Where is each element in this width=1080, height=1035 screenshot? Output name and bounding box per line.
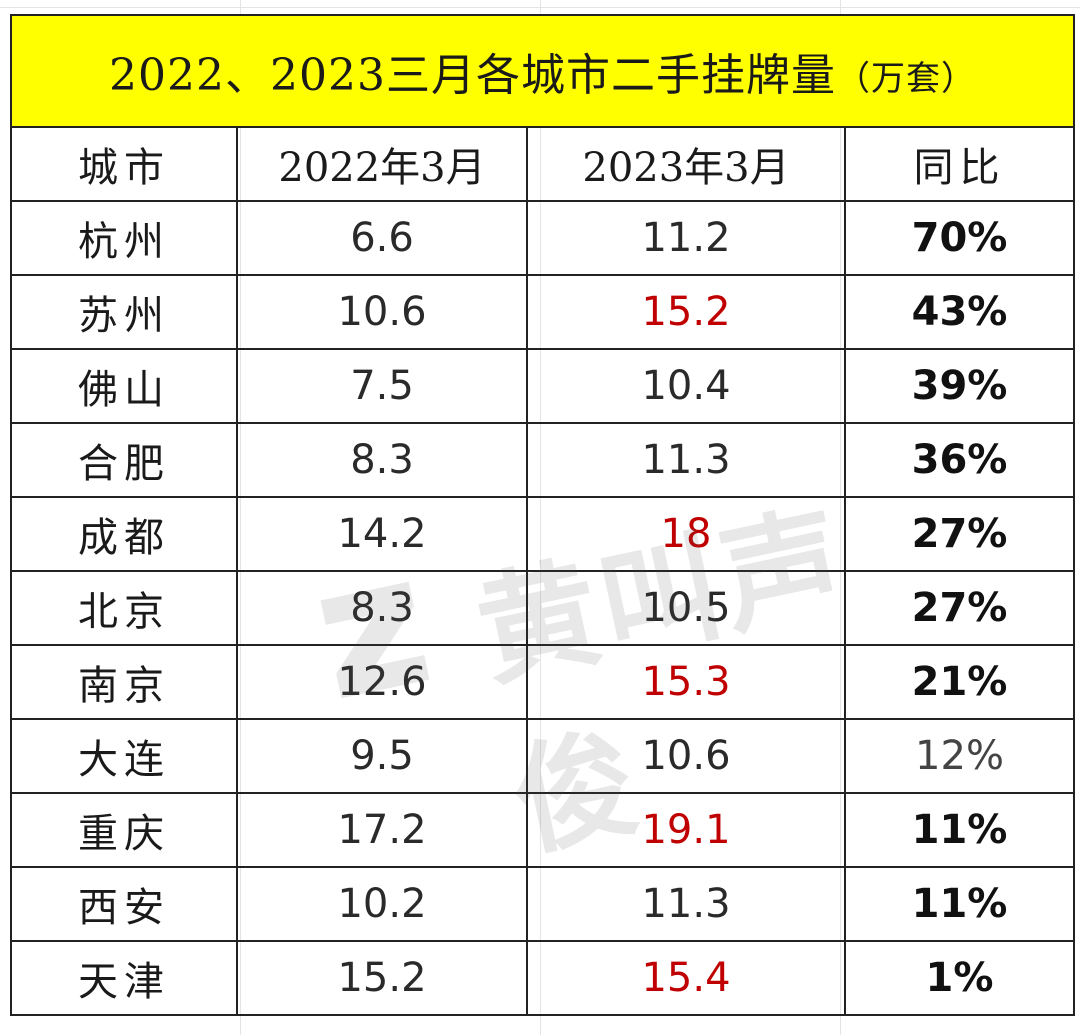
city-cell: 南京 — [10, 644, 238, 720]
table-row: 合肥 8.3 11.3 36% — [10, 422, 1076, 498]
city-cell: 成都 — [10, 496, 238, 572]
value-2023-cell: 10.6 — [526, 718, 846, 794]
city-cell: 佛山 — [10, 348, 238, 424]
value-2022-cell: 10.2 — [236, 866, 528, 942]
table-row: 重庆 17.2 19.1 11% — [10, 792, 1076, 868]
yoy-cell: 39% — [843, 348, 1076, 424]
header-city: 城市 — [10, 126, 238, 202]
city-cell: 天津 — [10, 940, 238, 1016]
listing-table: 2022、2023三月各城市二手挂牌量（万套） 城市 2022年3月 2023年… — [9, 14, 1076, 1016]
table-title: 2022、2023三月各城市二手挂牌量（万套） — [9, 14, 1076, 128]
value-2023-cell: 10.5 — [526, 570, 846, 646]
value-2022-cell: 17.2 — [236, 792, 528, 868]
table-row: 南京 12.6 15.3 21% — [10, 644, 1076, 720]
yoy-cell: 43% — [843, 274, 1076, 350]
value-2022-cell: 12.6 — [236, 644, 528, 720]
yoy-cell: 36% — [843, 422, 1076, 498]
value-2023-cell: 15.4 — [526, 940, 846, 1016]
city-cell: 杭州 — [10, 200, 238, 276]
city-cell: 北京 — [10, 570, 238, 646]
header-2023: 2023年3月 — [526, 126, 846, 202]
table-row: 北京 8.3 10.5 27% — [10, 570, 1076, 646]
yoy-cell: 11% — [843, 792, 1076, 868]
yoy-cell: 27% — [843, 570, 1076, 646]
sheet-gridline — [0, 7, 1080, 8]
value-2023-cell: 19.1 — [526, 792, 846, 868]
value-2023-cell: 15.2 — [526, 274, 846, 350]
value-2023-cell: 10.4 — [526, 348, 846, 424]
value-2022-cell: 15.2 — [236, 940, 528, 1016]
value-2022-cell: 6.6 — [236, 200, 528, 276]
value-2022-cell: 7.5 — [236, 348, 528, 424]
city-cell: 苏州 — [10, 274, 238, 350]
table-row: 大连 9.5 10.6 12% — [10, 718, 1076, 794]
title-unit: （万套） — [835, 59, 976, 99]
header-yoy: 同比 — [843, 126, 1076, 202]
table-row: 西安 10.2 11.3 11% — [10, 866, 1076, 942]
city-cell: 合肥 — [10, 422, 238, 498]
table-row: 杭州 6.6 11.2 70% — [10, 200, 1076, 276]
value-2023-cell: 18 — [526, 496, 846, 572]
value-2023-cell: 11.2 — [526, 200, 846, 276]
yoy-cell: 1% — [843, 940, 1076, 1016]
title-main: 2022、2023三月各城市二手挂牌量 — [109, 50, 836, 101]
city-cell: 大连 — [10, 718, 238, 794]
value-2022-cell: 10.6 — [236, 274, 528, 350]
table-row: 成都 14.2 18 27% — [10, 496, 1076, 572]
header-row: 城市 2022年3月 2023年3月 同比 — [10, 126, 1076, 202]
value-2022-cell: 14.2 — [236, 496, 528, 572]
value-2022-cell: 8.3 — [236, 422, 528, 498]
yoy-cell: 70% — [843, 200, 1076, 276]
value-2022-cell: 9.5 — [236, 718, 528, 794]
value-2022-cell: 8.3 — [236, 570, 528, 646]
city-cell: 重庆 — [10, 792, 238, 868]
table-row: 佛山 7.5 10.4 39% — [10, 348, 1076, 424]
city-cell: 西安 — [10, 866, 238, 942]
table-row: 天津 15.2 15.4 1% — [10, 940, 1076, 1016]
value-2023-cell: 11.3 — [526, 422, 846, 498]
yoy-cell: 27% — [843, 496, 1076, 572]
value-2023-cell: 11.3 — [526, 866, 846, 942]
yoy-cell: 11% — [843, 866, 1076, 942]
yoy-cell: 12% — [843, 718, 1076, 794]
yoy-cell: 21% — [843, 644, 1076, 720]
header-2022: 2022年3月 — [236, 126, 528, 202]
table-row: 苏州 10.6 15.2 43% — [10, 274, 1076, 350]
value-2023-cell: 15.3 — [526, 644, 846, 720]
